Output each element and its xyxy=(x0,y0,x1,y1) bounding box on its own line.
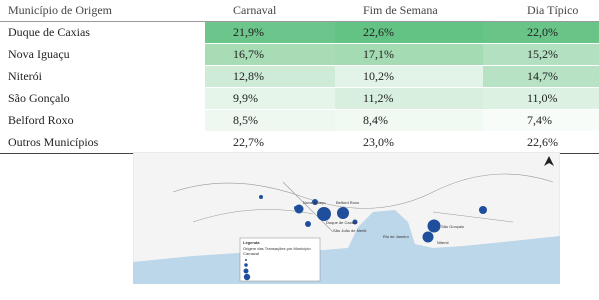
circles xyxy=(259,195,487,243)
north-arrow xyxy=(544,156,554,166)
circle xyxy=(337,207,349,219)
legend-symbols xyxy=(243,259,251,281)
cell: 22,7% xyxy=(205,131,335,154)
cell: Outros Municípios xyxy=(0,131,205,154)
legend-symbol xyxy=(243,268,249,274)
cell: 17,1% xyxy=(335,43,483,66)
row: São Gonçalo 9,9% 11,2% 11,0% xyxy=(0,87,599,110)
legend-subtitle: Origem das Transações por Município xyxy=(243,246,311,251)
cell: 8,4% xyxy=(335,109,483,132)
cell: 11,0% xyxy=(483,87,599,110)
row: Nova Iguaçu 16,7% 17,1% 15,2% xyxy=(0,43,599,66)
cell: 23,0% xyxy=(335,131,483,154)
cell: 10,2% xyxy=(335,65,483,88)
cell: 9,9% xyxy=(205,87,335,110)
cell: 16,7% xyxy=(205,43,335,66)
circle xyxy=(312,199,318,205)
row: Outros Municípios 22,7% 23,0% 22,6% xyxy=(0,131,599,154)
legend-symbol xyxy=(243,273,251,281)
map-label: Niterói xyxy=(437,240,449,245)
cell: Duque de Caxias xyxy=(0,21,205,44)
map-label: Nova Iguaçu xyxy=(303,200,325,205)
circle xyxy=(317,207,331,221)
cell: 22,6% xyxy=(335,21,483,44)
cell: São Gonçalo xyxy=(0,87,205,110)
cell: 7,4% xyxy=(483,109,599,132)
legend-title: Legenda xyxy=(243,240,260,245)
cell: Nova Iguaçu xyxy=(0,43,205,66)
cell: Belford Roxo xyxy=(0,109,205,132)
legend-symbol xyxy=(244,263,248,267)
cell: 22,0% xyxy=(483,21,599,44)
legend-item: Carnaval xyxy=(243,251,259,256)
circle xyxy=(259,195,263,199)
circle xyxy=(294,206,298,210)
map-label: São João de Meriti xyxy=(333,228,366,233)
circle xyxy=(422,231,434,243)
circle xyxy=(352,219,358,225)
legend-symbol xyxy=(245,259,247,261)
roads xyxy=(172,173,554,233)
cell: 22,6% xyxy=(483,131,599,154)
map-label: São Gonçalo xyxy=(441,224,465,229)
circle xyxy=(305,221,311,227)
map-label: Belford Roxo xyxy=(336,200,360,205)
cell: 11,2% xyxy=(335,87,483,110)
row: Duque de Caxias 21,9% 22,6% 22,0% xyxy=(0,21,599,44)
map: Duque de Caxias Nova Iguaçu Belford Roxo… xyxy=(133,152,560,284)
row: Belford Roxo 8,5% 8,4% 7,4% xyxy=(0,109,599,132)
data-table: Município de Origem Carnaval Fim de Sema… xyxy=(0,0,599,154)
cell: Niterói xyxy=(0,65,205,88)
cell: 15,2% xyxy=(483,43,599,66)
map-label: Rio de Janeiro xyxy=(383,234,410,239)
header-cell: Fim de Semana xyxy=(335,0,483,22)
row: Niterói 12,8% 10,2% 14,7% xyxy=(0,65,599,88)
map-label: Duque de Caxias xyxy=(326,220,357,225)
cell: 12,8% xyxy=(205,65,335,88)
bay xyxy=(365,214,403,246)
cell: 21,9% xyxy=(205,21,335,44)
header-cell: Dia Típico xyxy=(483,0,599,22)
header-cell: Município de Origem xyxy=(0,0,205,22)
cell: 14,7% xyxy=(483,65,599,88)
circle xyxy=(479,206,487,214)
legend-box xyxy=(239,237,321,282)
header-cell: Carnaval xyxy=(205,0,335,22)
header-row: Município de Origem Carnaval Fim de Sema… xyxy=(0,0,599,22)
circle xyxy=(427,219,441,233)
cell: 8,5% xyxy=(205,109,335,132)
